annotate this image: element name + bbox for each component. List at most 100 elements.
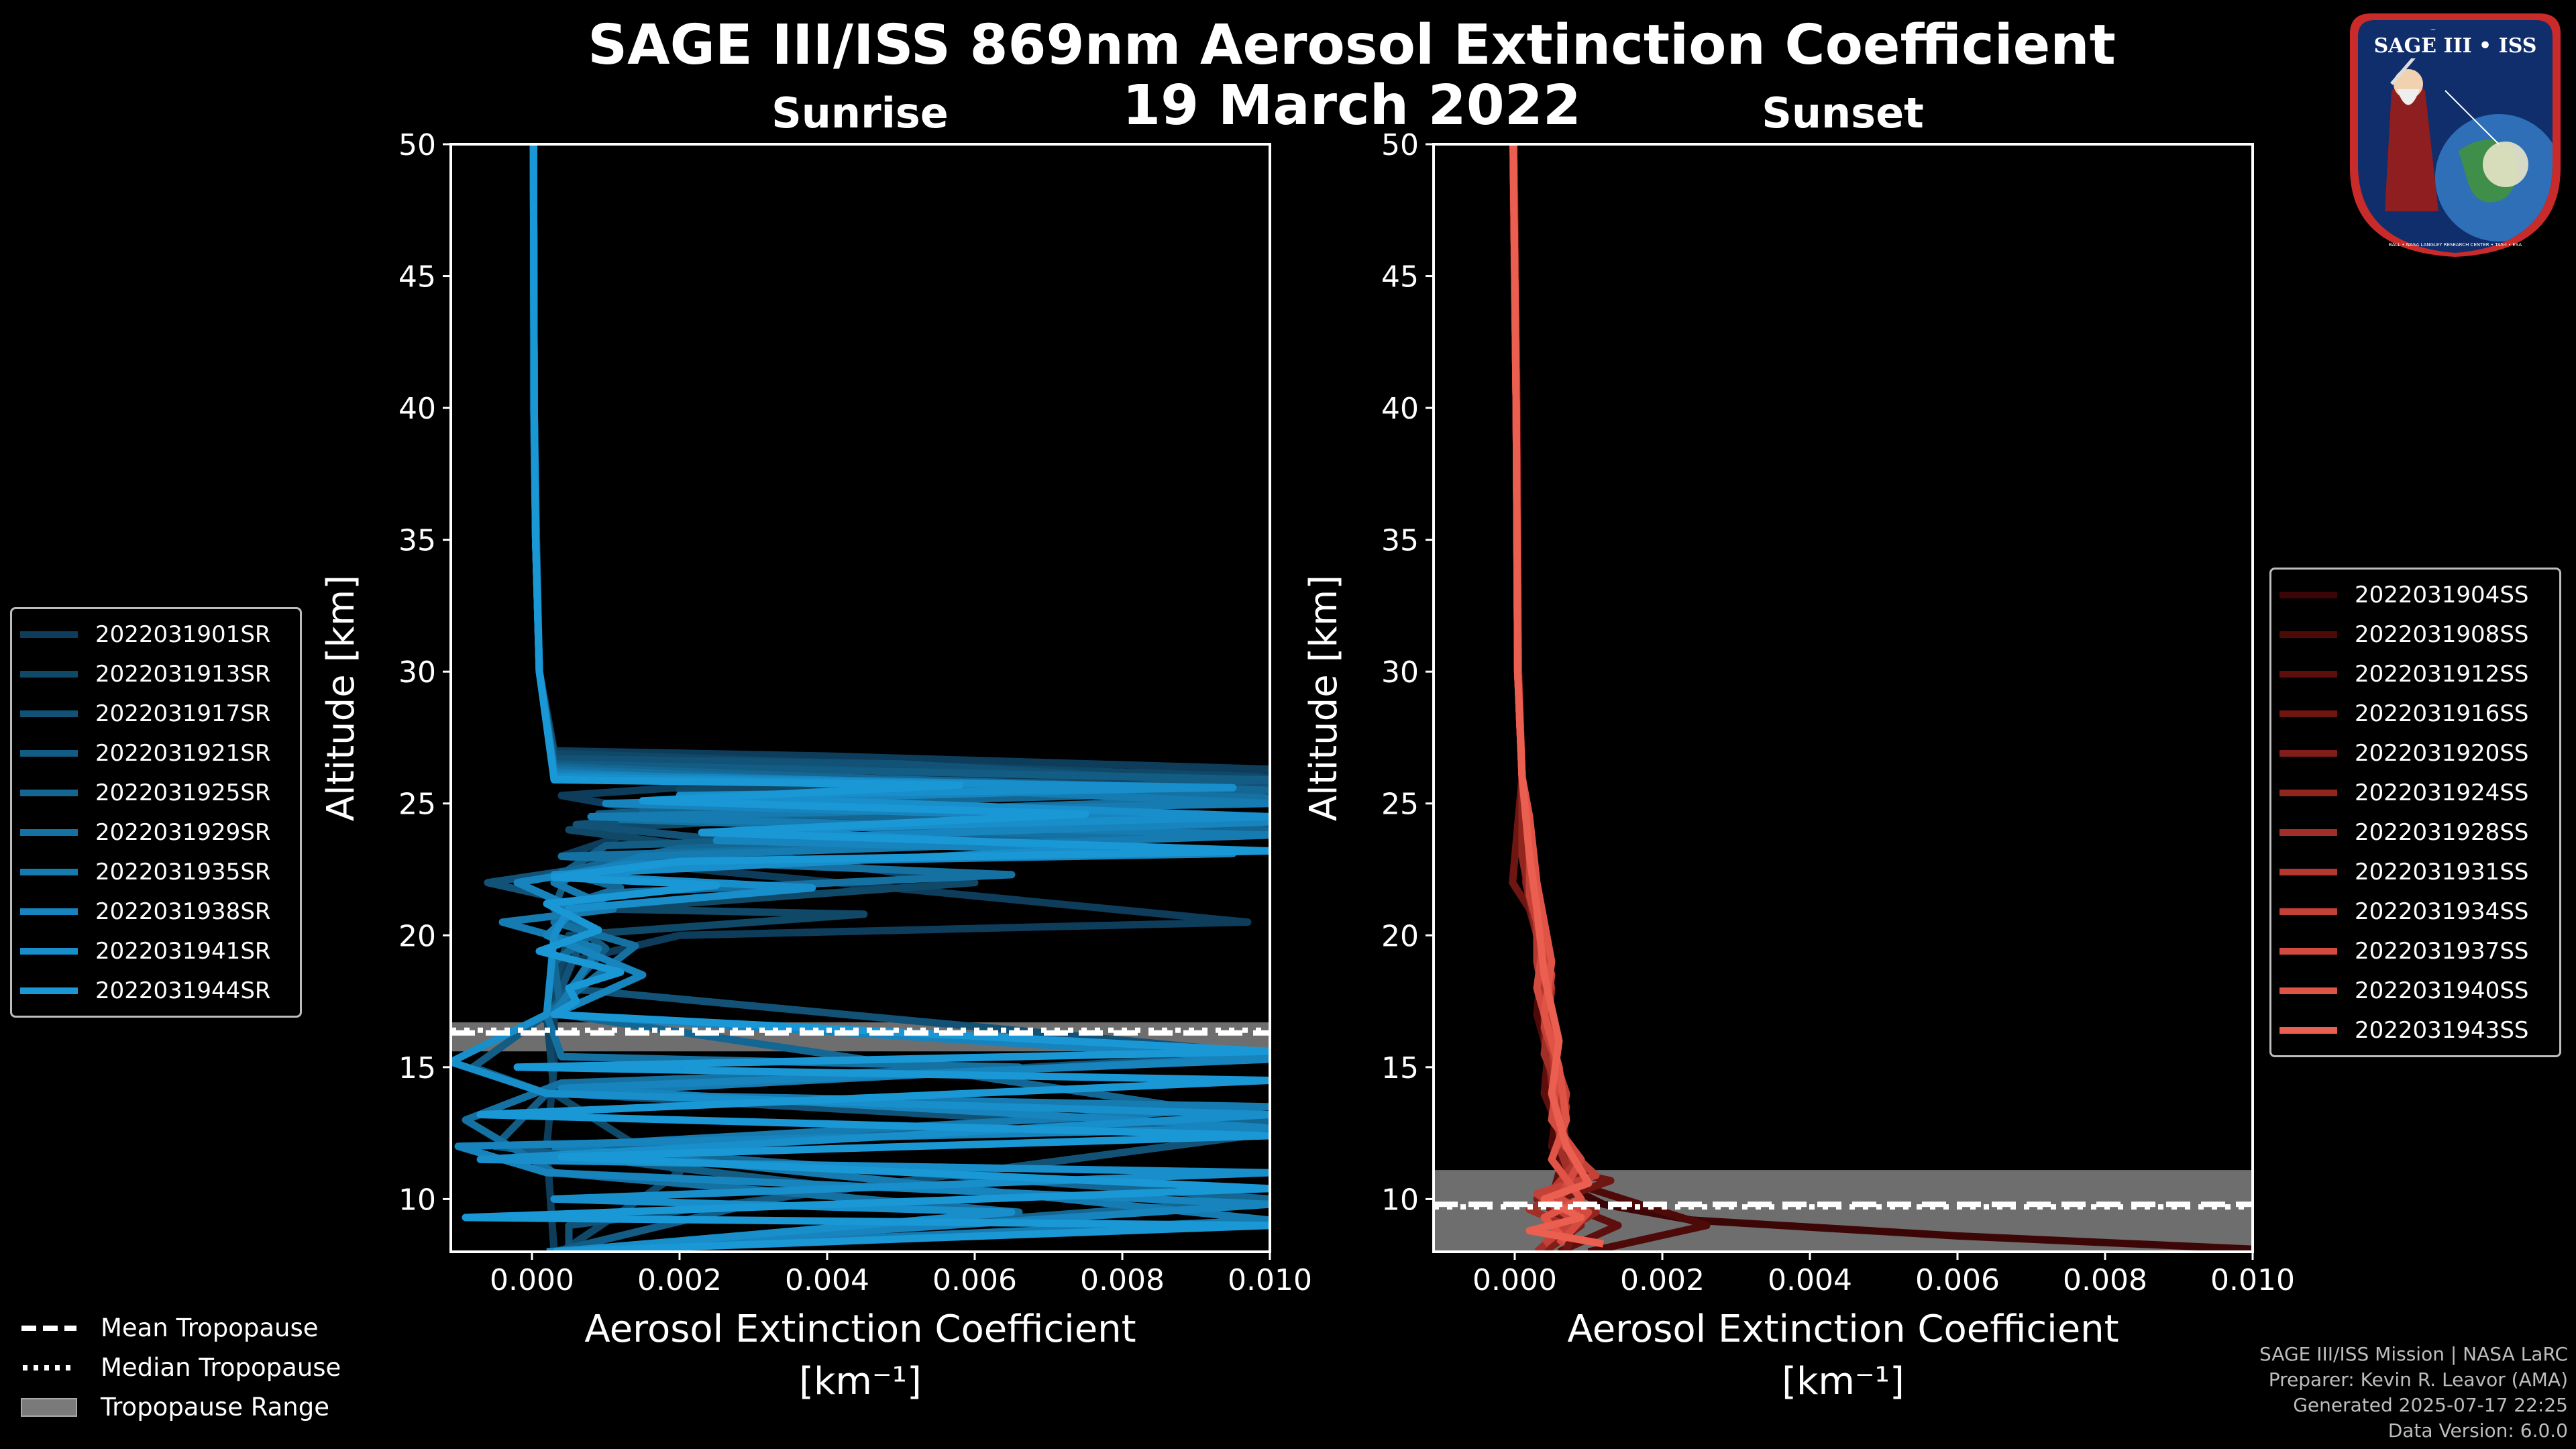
legend-label: 2022031920SS xyxy=(2355,739,2529,767)
series-line-2022031943SS xyxy=(1509,144,1604,1248)
legend-swatch xyxy=(20,749,78,757)
sage-mission-badge-logo: SAGE III • ISS BALL • NASA LANGLEY RESEA… xyxy=(2350,13,2561,257)
panel-title: Sunset xyxy=(1762,89,1924,138)
y-tick-label: 30 xyxy=(398,655,436,690)
axes-frame xyxy=(1432,143,2254,1253)
range-swatch xyxy=(21,1397,77,1417)
legend-mean-tropopause: Mean Tropopause xyxy=(20,1308,341,1348)
x-tick-label: 0.002 xyxy=(1620,1263,1705,1297)
legend-item-2022031913SR: 2022031913SR xyxy=(20,654,292,694)
legend-label: 2022031913SR xyxy=(95,660,271,688)
legend-item-2022031943SS: 2022031943SS xyxy=(2279,1010,2551,1050)
legend-item-2022031917SR: 2022031917SR xyxy=(20,694,292,733)
legend-swatch xyxy=(20,868,78,875)
y-tick-label: 30 xyxy=(1381,655,1419,690)
legend-label: 2022031934SS xyxy=(2355,898,2529,925)
figure-title-line1: SAGE III/ISS 869nm Aerosol Extinction Co… xyxy=(588,13,2116,77)
y-tick-label: 45 xyxy=(398,260,436,294)
legend-label: 2022031916SS xyxy=(2355,700,2529,727)
legend-label: 2022031925SR xyxy=(95,779,271,806)
x-tick-label: 0.008 xyxy=(1080,1263,1165,1297)
x-tick-label: 0.004 xyxy=(785,1263,869,1297)
legend-label: 2022031924SS xyxy=(2355,779,2529,806)
legend-swatch xyxy=(20,908,78,915)
sunset-legend: 2022031904SS 2022031908SS 2022031912SS 2022… xyxy=(2269,568,2561,1057)
legend-label: 2022031921SR xyxy=(95,739,271,767)
legend-label: 2022031929SR xyxy=(95,818,271,846)
legend-median-tropopause: Median Tropopause xyxy=(20,1348,341,1387)
footer-line-preparer: Preparer: Kevin R. Leavor (AMA) xyxy=(2268,1368,2568,1391)
legend-swatch xyxy=(2279,631,2337,638)
legend-item-2022031924SS: 2022031924SS xyxy=(2279,773,2551,812)
legend-swatch xyxy=(20,987,78,994)
sunset-panel: 10 15 20 25 30 35 40 45 50 0.000 0.002 0.004 0.006 0.… xyxy=(1302,89,2295,1403)
y-axis-label: Altitude [km] xyxy=(1302,575,1346,821)
x-axis-units: [km⁻¹] xyxy=(799,1360,922,1403)
legend-item-2022031921SR: 2022031921SR xyxy=(20,733,292,773)
legend-label: 2022031943SS xyxy=(2355,1016,2529,1044)
x-tick-label: 0.000 xyxy=(1472,1263,1557,1297)
sunrise-legend: 2022031901SR 2022031913SR 2022031917SR 2022… xyxy=(10,607,302,1018)
legend-label: 2022031937SS xyxy=(2355,937,2529,965)
legend-label: 2022031917SR xyxy=(95,700,271,727)
y-tick-label: 35 xyxy=(1381,524,1419,558)
legend-item-2022031920SS: 2022031920SS xyxy=(2279,733,2551,773)
legend-swatch xyxy=(2279,987,2337,994)
footer-line-version: Data Version: 6.0.0 xyxy=(2387,1419,2568,1442)
legend-median-label: Median Tropopause xyxy=(101,1353,341,1382)
legend-swatch xyxy=(2279,670,2337,678)
legend-range-label: Tropopause Range xyxy=(101,1393,330,1421)
x-tick-label: 0.004 xyxy=(1768,1263,1852,1297)
legend-swatch xyxy=(20,710,78,717)
dashed-line-sample xyxy=(21,1325,76,1331)
legend-label: 2022031931SS xyxy=(2355,858,2529,885)
legend-item-2022031928SS: 2022031928SS xyxy=(2279,812,2551,852)
y-tick-label: 15 xyxy=(398,1051,436,1085)
legend-item-2022031908SS: 2022031908SS xyxy=(2279,614,2551,654)
y-tick-label: 20 xyxy=(1381,919,1419,953)
series-line-2022031944SR xyxy=(462,144,1270,1252)
legend-swatch xyxy=(2279,710,2337,717)
legend-item-2022031934SS: 2022031934SS xyxy=(2279,892,2551,931)
legend-swatch xyxy=(20,947,78,955)
dotted-line-sample xyxy=(23,1364,76,1371)
y-tick-label: 35 xyxy=(398,524,436,558)
x-tick-label: 0.002 xyxy=(637,1263,722,1297)
y-tick-label: 15 xyxy=(1381,1051,1419,1085)
legend-label: 2022031935SR xyxy=(95,858,271,885)
legend-item-2022031901SR: 2022031901SR xyxy=(20,614,292,654)
legend-label: 2022031912SS xyxy=(2355,660,2529,688)
legend-swatch xyxy=(2279,908,2337,915)
footer-line-generated: Generated 2025-07-17 22:25 xyxy=(2293,1394,2568,1416)
legend-swatch xyxy=(20,670,78,678)
legend-item-2022031944SR: 2022031944SR xyxy=(20,971,292,1010)
legend-label: 2022031944SR xyxy=(95,977,271,1004)
y-tick-label: 50 xyxy=(398,128,436,162)
legend-item-2022031935SR: 2022031935SR xyxy=(20,852,292,892)
y-tick-label: 40 xyxy=(1381,392,1419,426)
legend-label: 2022031908SS xyxy=(2355,621,2529,648)
legend-swatch xyxy=(2279,868,2337,875)
y-axis-label: Altitude [km] xyxy=(319,575,363,821)
badge-ring-text: BALL • NASA LANGLEY RESEARCH CENTER • TA… xyxy=(2389,242,2522,248)
legend-swatch xyxy=(20,828,78,836)
x-tick-label: 0.010 xyxy=(1228,1263,1312,1297)
x-axis-label: Aerosol Extinction Coefficient xyxy=(1567,1307,2118,1351)
legend-item-2022031941SR: 2022031941SR xyxy=(20,931,292,971)
legend-mean-label: Mean Tropopause xyxy=(101,1313,319,1342)
badge-title: SAGE III • ISS xyxy=(2374,34,2537,58)
legend-item-2022031916SS: 2022031916SS xyxy=(2279,694,2551,733)
x-tick-label: 0.010 xyxy=(2210,1263,2295,1297)
legend-swatch xyxy=(2279,947,2337,955)
y-tick-label: 25 xyxy=(398,788,436,822)
axes-frame xyxy=(449,143,1271,1253)
legend-swatch xyxy=(2279,828,2337,836)
legend-swatch xyxy=(2279,789,2337,796)
legend-swatch xyxy=(20,631,78,638)
sunrise-panel: 10 15 20 25 30 35 40 45 50 0.000 0.002 0.004 0.006 0.… xyxy=(319,89,1312,1403)
x-tick-label: 0.006 xyxy=(1915,1263,2000,1297)
legend-label: 2022031938SR xyxy=(95,898,271,925)
x-axis-units: [km⁻¹] xyxy=(1782,1360,1904,1403)
x-axis-label: Aerosol Extinction Coefficient xyxy=(584,1307,1136,1351)
